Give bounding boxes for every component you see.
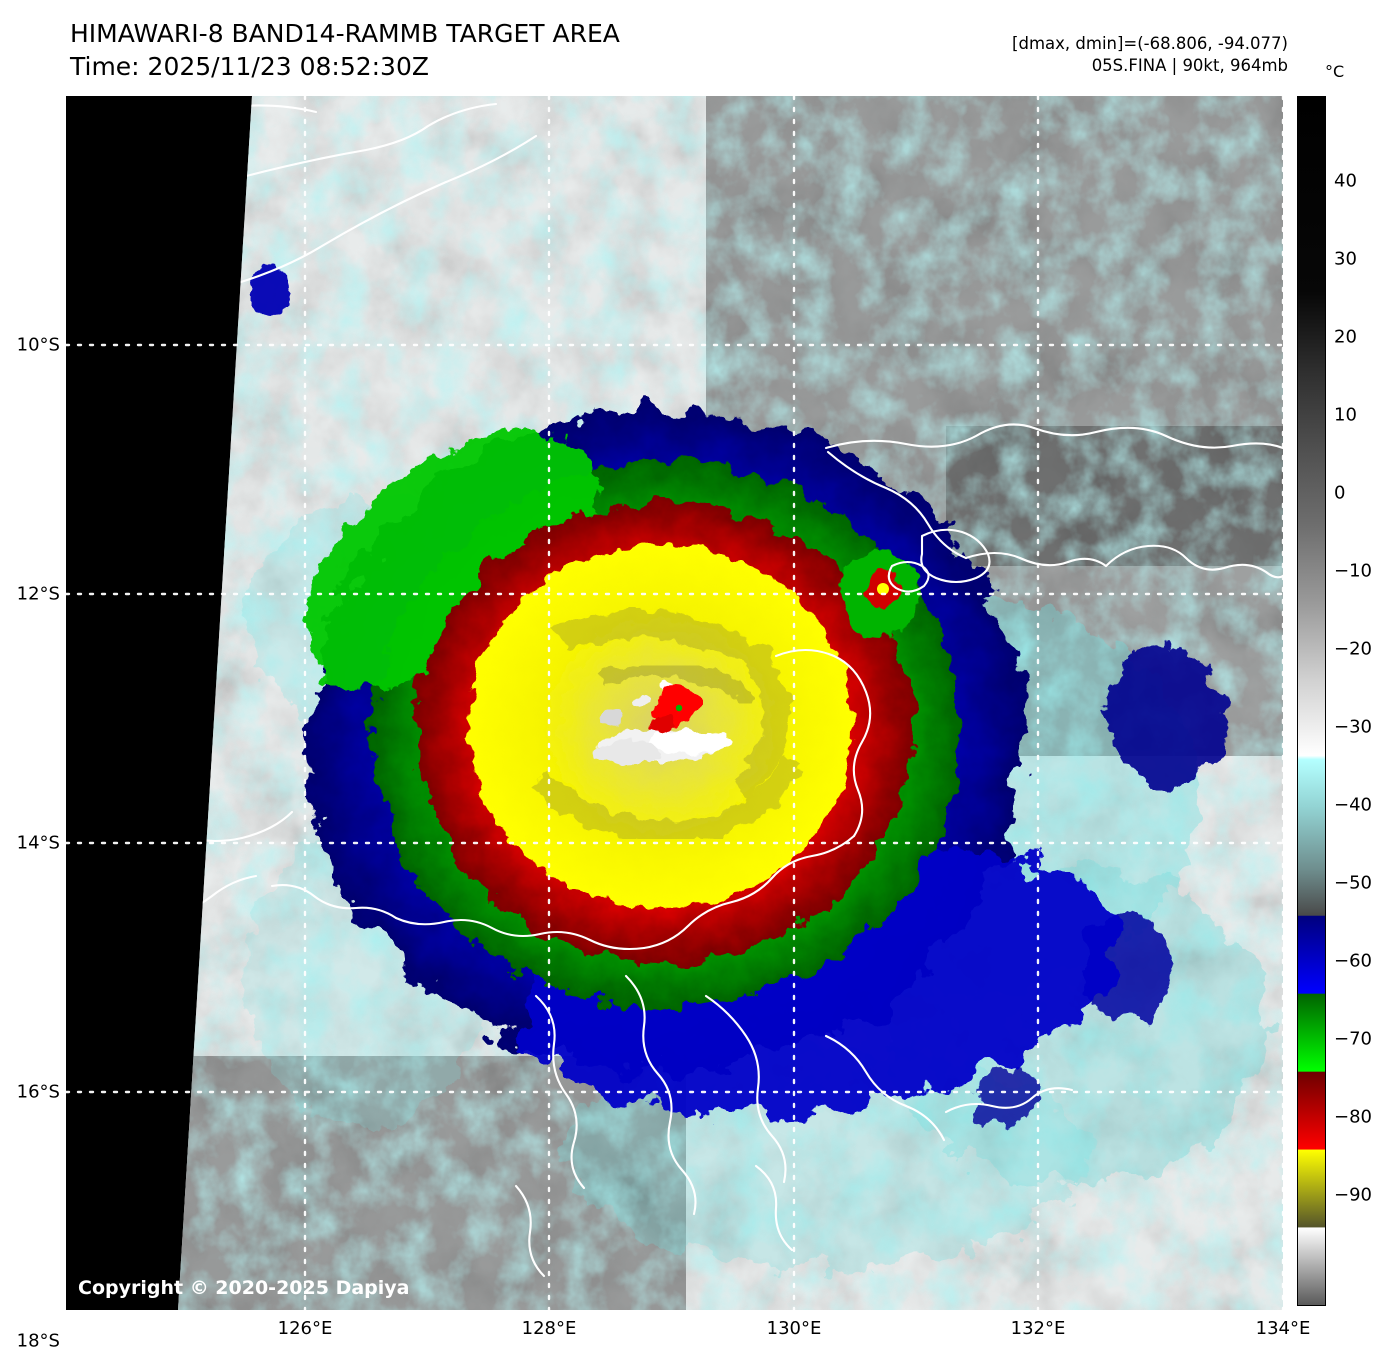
lat-tick-16s: 16°S: [16, 1081, 60, 1103]
cbar-tick-40: 40: [1334, 170, 1357, 192]
storm-center-marker: [675, 704, 683, 712]
header-meta-block: [dmax, dmin]=(-68.806, -94.077) 05S.FINA…: [1012, 33, 1288, 78]
coastline-overlay: [178, 100, 1283, 1278]
timestamp-label: Time: 2025/11/23 08:52:30Z: [70, 51, 429, 81]
lon-tick-126e: 126°E: [277, 1318, 333, 1339]
cbar-tick-n40: −40: [1334, 794, 1372, 816]
cbar-tick-0: 0: [1334, 482, 1346, 504]
lat-tick-10s: 10°S: [16, 334, 60, 356]
lon-tick-128e: 128°E: [521, 1318, 577, 1339]
cbar-tick-n70: −70: [1334, 1028, 1372, 1050]
lat-tick-18s: 18°S: [16, 1330, 60, 1352]
cbar-tick-n30: −30: [1334, 716, 1372, 738]
lat-tick-14s: 14°S: [16, 832, 60, 854]
cbar-tick-n50: −50: [1334, 872, 1372, 894]
satellite-swath: [178, 96, 1283, 1310]
temperature-colorbar: [1297, 96, 1326, 1306]
cbar-tick-30: 30: [1334, 248, 1357, 270]
secondary-convective-cell: [840, 550, 920, 638]
lon-tick-130e: 130°E: [766, 1318, 822, 1339]
core-spiral-bands: [532, 611, 801, 843]
cbar-tick-n80: −80: [1334, 1106, 1372, 1128]
cyclone-eye-region: [598, 679, 732, 765]
lon-tick-132e: 132°E: [1010, 1318, 1066, 1339]
lon-tick-134e: 134°E: [1255, 1318, 1311, 1339]
cbar-tick-n90: −90: [1334, 1184, 1372, 1206]
cbar-tick-n60: −60: [1334, 950, 1372, 972]
cbar-tick-n10: −10: [1334, 560, 1372, 582]
copyright-label: Copyright © 2020-2025 Dapiya: [78, 1277, 410, 1299]
cbar-tick-10: 10: [1334, 404, 1357, 426]
header-title-block: HIMAWARI-8 BAND14-RAMMB TARGET AREA Time…: [70, 18, 620, 83]
graticule-grid: [66, 96, 1283, 1310]
storm-info-label: 05S.FINA | 90kt, 964mb: [1091, 56, 1288, 76]
colorbar-unit-label: °C: [1325, 62, 1345, 81]
cbar-tick-n20: −20: [1334, 638, 1372, 660]
lat-tick-12s: 12°S: [16, 583, 60, 605]
satellite-image-plot: [66, 96, 1283, 1310]
cbar-tick-20: 20: [1334, 326, 1357, 348]
cyclone-cloud-system: [303, 410, 1118, 1116]
page-title: HIMAWARI-8 BAND14-RAMMB TARGET AREA: [70, 19, 620, 48]
dmax-dmin-label: [dmax, dmin]=(-68.806, -94.077): [1012, 34, 1288, 53]
